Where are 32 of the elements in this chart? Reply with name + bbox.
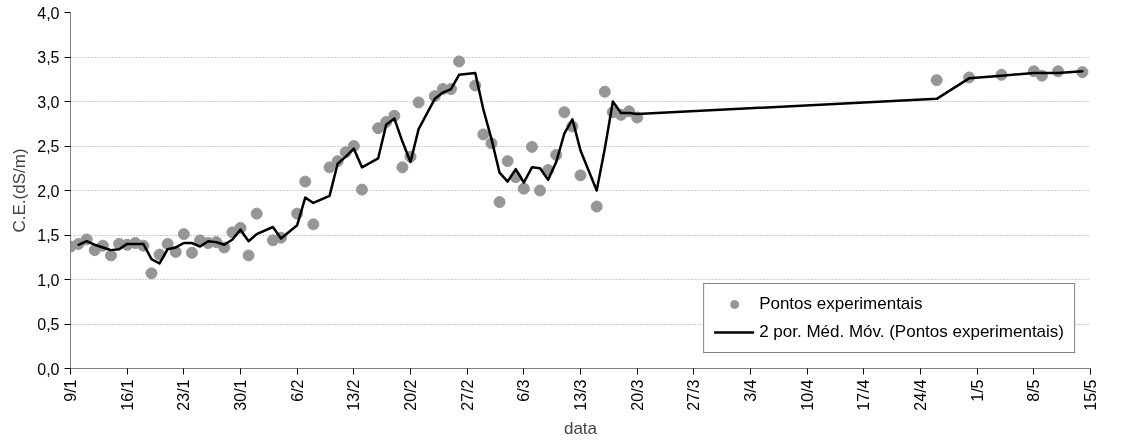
y-tick-label: 4,0 xyxy=(37,4,60,22)
y-tick-label: 0,5 xyxy=(37,316,60,333)
legend-label: Pontos experimentais xyxy=(759,294,923,314)
x-tick-label: 1/5 xyxy=(968,379,986,402)
x-tick-label: 6/2 xyxy=(288,379,306,402)
y-tick-label: 2,0 xyxy=(37,182,60,200)
x-tick-label: 20/3 xyxy=(628,379,646,411)
x-tick-label: 13/3 xyxy=(572,379,589,411)
y-tick-label: 1,5 xyxy=(37,227,60,244)
x-tick-label: 27/2 xyxy=(458,379,476,411)
x-tick-label: 17/4 xyxy=(855,379,873,411)
x-tick-label: 27/3 xyxy=(685,379,703,411)
y-tick-label: 3,0 xyxy=(37,93,60,111)
y-tick-label: 2,5 xyxy=(37,138,60,155)
x-tick-label: 16/1 xyxy=(118,379,136,411)
x-axis-title: data xyxy=(563,418,598,438)
x-tick-label: 8/5 xyxy=(1025,379,1043,402)
x-tick-label: 15/5 xyxy=(1082,379,1099,411)
x-tick-label: 30/1 xyxy=(232,379,249,411)
x-tick-label: 6/3 xyxy=(515,379,533,402)
y-tick-label: 3,5 xyxy=(37,49,60,66)
x-tick-label: 13/2 xyxy=(345,379,363,411)
y-tick-label: 1,0 xyxy=(37,271,60,289)
x-tick-label: 10/4 xyxy=(798,379,816,411)
x-tick-label: 9/1 xyxy=(62,379,79,402)
x-tick-label: 20/2 xyxy=(402,379,419,411)
x-tick-label: 3/4 xyxy=(742,379,759,402)
y-tick-label: 0,0 xyxy=(37,360,60,378)
legend-label: 2 por. Méd. Móv. (Pontos experimentais) xyxy=(759,322,1064,342)
x-tick-label: 24/4 xyxy=(912,379,929,411)
y-axis-title: C.E.(dS/m) xyxy=(10,148,30,233)
x-tick-label: 23/1 xyxy=(175,379,193,411)
